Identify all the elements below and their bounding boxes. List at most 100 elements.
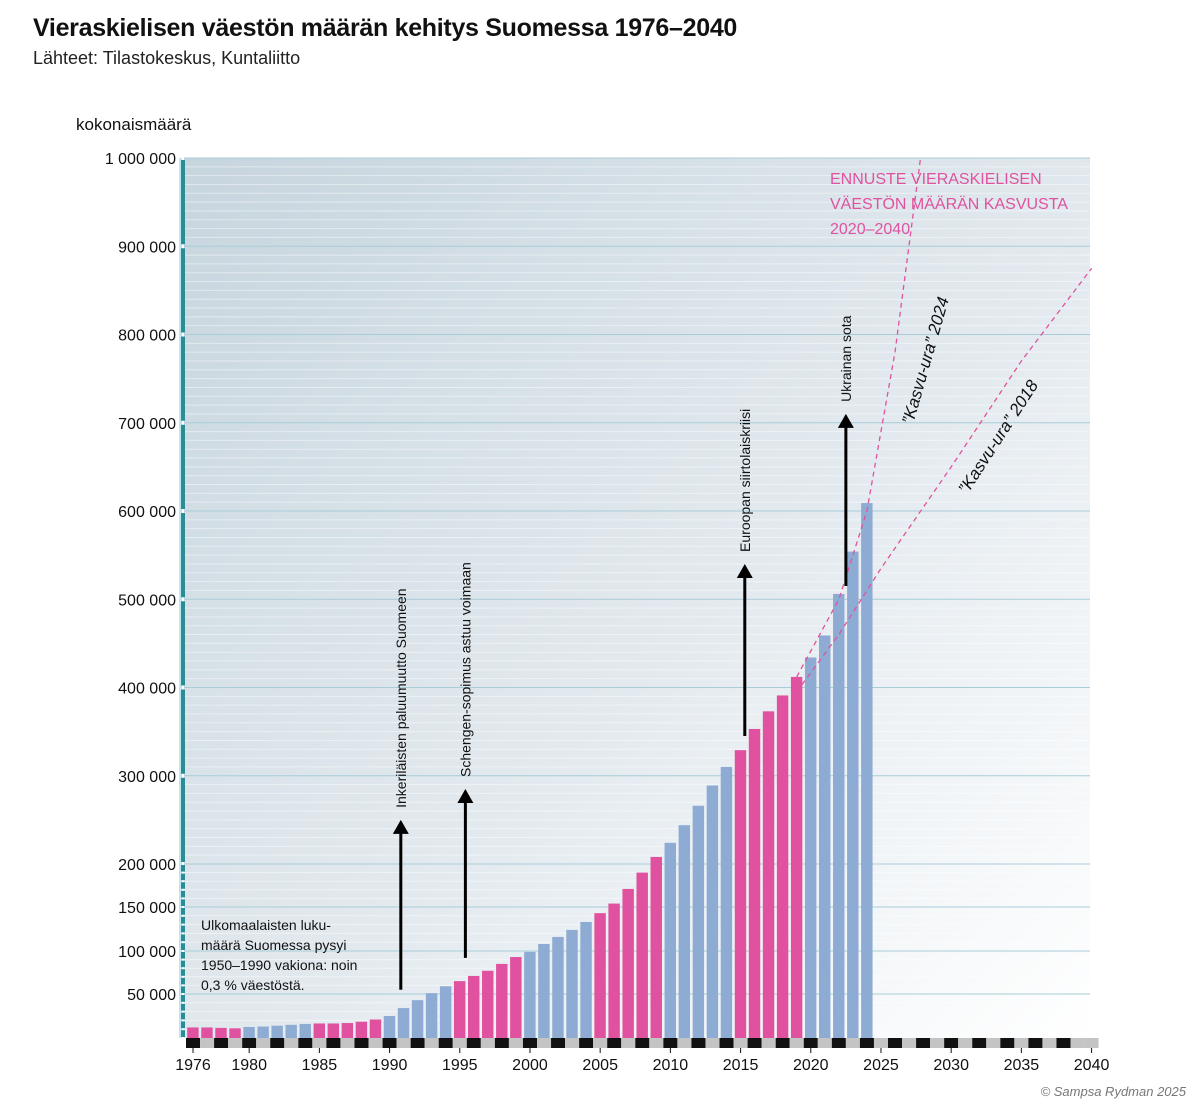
forecast-title-line: ENNUSTE VIERASKIELISEN (830, 171, 1042, 188)
x-axis-segment (859, 1038, 874, 1048)
bar-1996 (468, 975, 480, 1038)
bar-2020 (804, 657, 817, 1038)
bar-2012 (692, 805, 705, 1038)
y-axis-segment (181, 934, 185, 942)
x-axis-segment (256, 1038, 271, 1048)
y-axis-segment (181, 908, 185, 915)
y-tick-label: 500 000 (118, 592, 176, 609)
x-axis-segment (494, 1038, 509, 1048)
y-axis-segment (181, 952, 185, 959)
bar-1982 (271, 1025, 283, 1038)
x-tick-label: 2040 (1074, 1057, 1110, 1074)
data-bars (187, 503, 873, 1038)
x-axis-segment (635, 1038, 650, 1048)
x-axis-segment (551, 1038, 566, 1048)
x-axis-segment (1000, 1038, 1015, 1048)
x-axis-segment (733, 1038, 748, 1048)
note-line: Ulkomaalaisten luku- (201, 917, 331, 933)
bar-2009 (650, 856, 662, 1038)
x-axis-segment (368, 1038, 383, 1048)
x-axis-segment (593, 1038, 608, 1048)
x-axis-segment (186, 1038, 201, 1048)
bar-1998 (496, 963, 508, 1038)
x-tick-label: 2035 (1004, 1057, 1040, 1074)
y-axis-label: kokonaismäärä (76, 115, 192, 134)
bar-1987 (341, 1023, 354, 1038)
x-axis-segment (466, 1038, 481, 1048)
bar-2013 (706, 785, 719, 1038)
x-axis-segment (789, 1038, 804, 1048)
event-arrowhead (837, 413, 854, 428)
event-arrowhead (736, 563, 753, 578)
event-label: Euroopan siirtolaiskriisi (737, 409, 753, 552)
y-tick-label: 50 000 (127, 987, 176, 1004)
x-axis-segment (579, 1038, 594, 1048)
y-axis-segment (181, 916, 185, 924)
note-line: 1950–1990 vakiona: noin (201, 957, 357, 973)
trajectory-line (796, 267, 1093, 693)
bar-1995 (453, 981, 466, 1038)
x-axis-tick-labels: 1976 1980 1985 1990 1995 2000 2005 2010 2015 2020… (175, 1048, 1109, 1074)
bar-2014 (720, 766, 733, 1038)
y-tick-label: 100 000 (118, 944, 176, 961)
x-tick-label: 1976 (175, 1057, 211, 1074)
bar-2022 (833, 593, 845, 1038)
event-annotations: Inkeriläisten paluumuutto Suomeen Schenge… (392, 315, 854, 990)
x-axis-segment (1014, 1038, 1029, 1048)
y-axis-segment (181, 513, 185, 598)
bar-1990 (383, 1016, 396, 1038)
x-tick-label: 2025 (863, 1057, 899, 1074)
x-axis-segment (340, 1038, 355, 1048)
bar-2018 (776, 695, 789, 1038)
y-axis-segment (181, 943, 185, 950)
bar-1991 (397, 1008, 410, 1038)
y-axis-segment (181, 336, 185, 421)
x-axis-segment (761, 1038, 776, 1048)
bar-2005 (594, 913, 606, 1038)
y-axis-segment (181, 960, 185, 968)
x-tick-label: 1990 (372, 1057, 408, 1074)
event-label: Inkeriläisten paluumuutto Suomeen (393, 588, 409, 807)
y-tick-label: 1 000 000 (105, 151, 176, 168)
x-axis-segment (354, 1038, 369, 1048)
x-axis-segment (607, 1038, 622, 1048)
x-axis-segment (1042, 1038, 1057, 1048)
x-axis-segment (1028, 1038, 1043, 1048)
bar-2008 (636, 872, 648, 1038)
x-axis-segment (396, 1038, 411, 1048)
x-tick-label: 1985 (302, 1057, 338, 1074)
x-axis-segment (565, 1038, 580, 1048)
x-axis-segment (270, 1038, 285, 1048)
bar-2010 (664, 842, 676, 1038)
event-label: Ukrainan sota (838, 315, 854, 402)
y-tick-label: 200 000 (118, 857, 176, 874)
forecast-title-line: 2020–2040 (830, 221, 910, 238)
x-axis-segment (200, 1038, 215, 1048)
x-axis-segment (228, 1038, 243, 1048)
bar-2021 (819, 635, 831, 1038)
bar-1978 (215, 1027, 227, 1038)
x-axis-segment (958, 1038, 973, 1048)
bar-2023 (847, 551, 859, 1038)
y-axis-segment (181, 977, 185, 985)
x-tick-label: 2020 (793, 1057, 829, 1074)
bar-2003 (566, 929, 578, 1038)
bar-1984 (299, 1023, 311, 1038)
y-axis-segment (181, 890, 185, 898)
x-axis-segment (747, 1038, 762, 1048)
x-axis-segment (663, 1038, 678, 1048)
bar-1980 (243, 1027, 255, 1038)
x-axis-segment (902, 1038, 917, 1048)
bar-2002 (552, 936, 564, 1038)
x-axis-segment (719, 1038, 734, 1048)
y-axis-segment (181, 777, 185, 862)
note-line: 0,3 % väestöstä. (201, 977, 305, 993)
bar-1981 (257, 1026, 269, 1038)
y-axis-segment (181, 248, 185, 333)
x-axis-segment (242, 1038, 257, 1048)
bar-1986 (327, 1023, 340, 1038)
bar-2007 (622, 888, 634, 1038)
x-axis-segment (803, 1038, 818, 1048)
trajectory-line (796, 159, 921, 678)
y-axis-segment (181, 969, 185, 976)
